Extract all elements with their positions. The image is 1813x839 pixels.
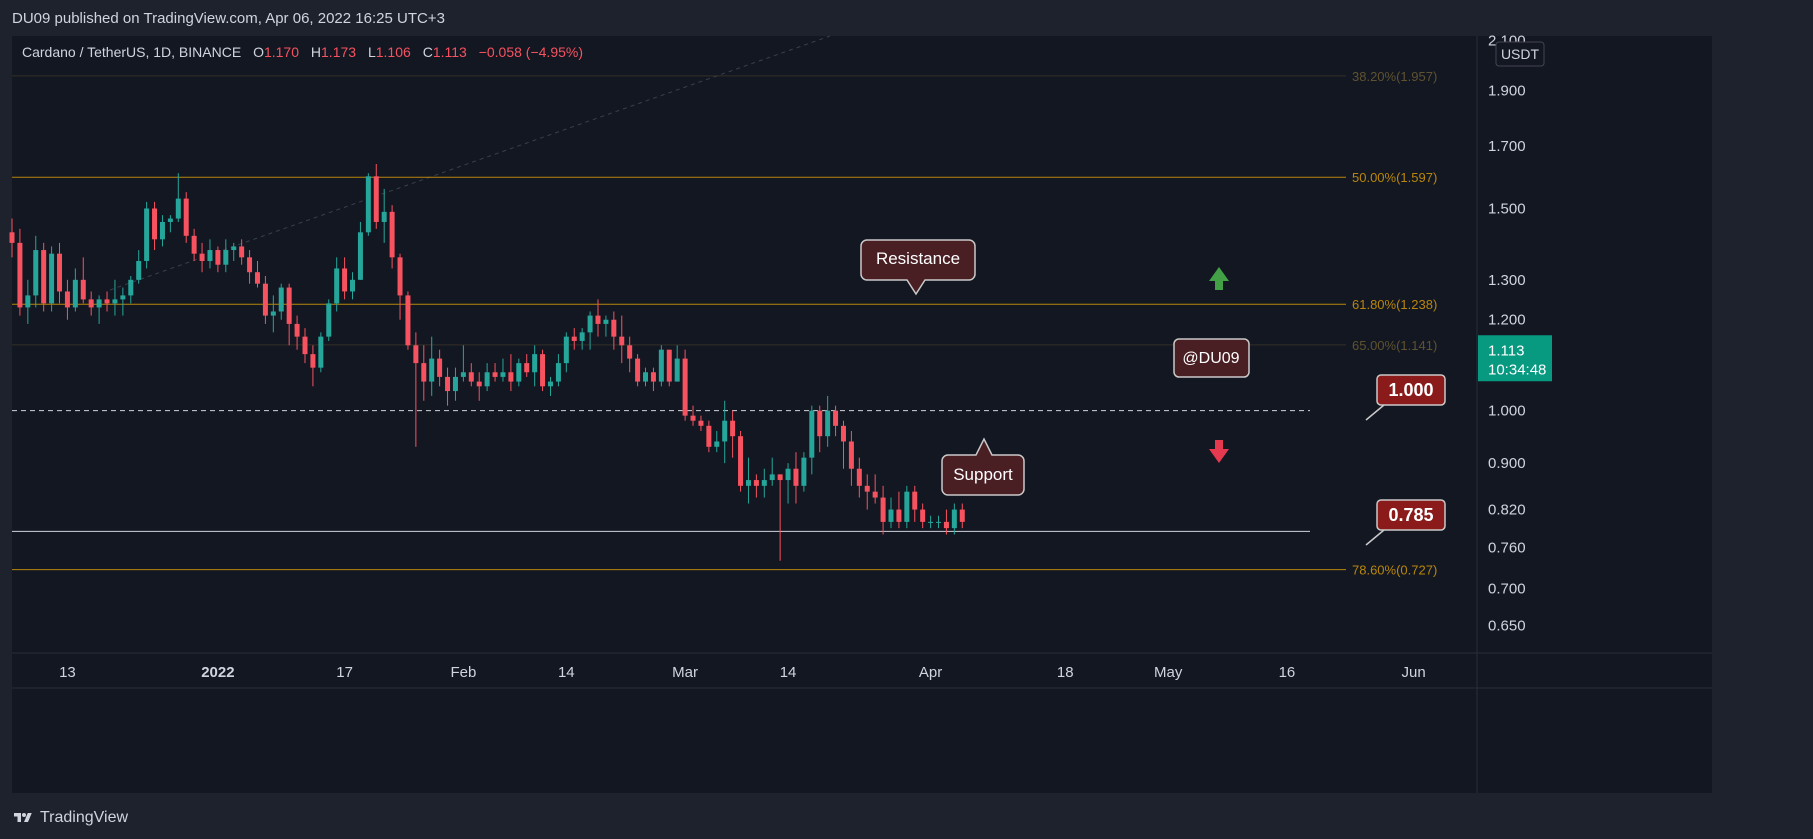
footer-brand[interactable]: TradingView xyxy=(12,806,128,830)
close-label: C xyxy=(422,44,433,60)
high-label: H xyxy=(310,44,322,60)
close-value: 1.113 xyxy=(432,44,467,60)
open-value: 1.170 xyxy=(263,44,299,60)
chart-legend: Cardano / TetherUS, 1D, BINANCE O1.170 H… xyxy=(22,44,583,60)
low-label: L xyxy=(367,44,376,60)
tradingview-logo-icon xyxy=(14,813,32,822)
brand-name: TradingView xyxy=(40,809,129,826)
chart-frame[interactable] xyxy=(12,36,1712,793)
low-value: 1.106 xyxy=(375,44,411,60)
published-line: DU09 published on TradingView.com, Apr 0… xyxy=(12,10,445,27)
open-label: O xyxy=(253,44,264,60)
symbol-label: Cardano / TetherUS, 1D, BINANCE xyxy=(22,44,242,60)
change-value: −0.058 (−4.95%) xyxy=(478,44,583,60)
high-value: 1.173 xyxy=(321,44,357,60)
